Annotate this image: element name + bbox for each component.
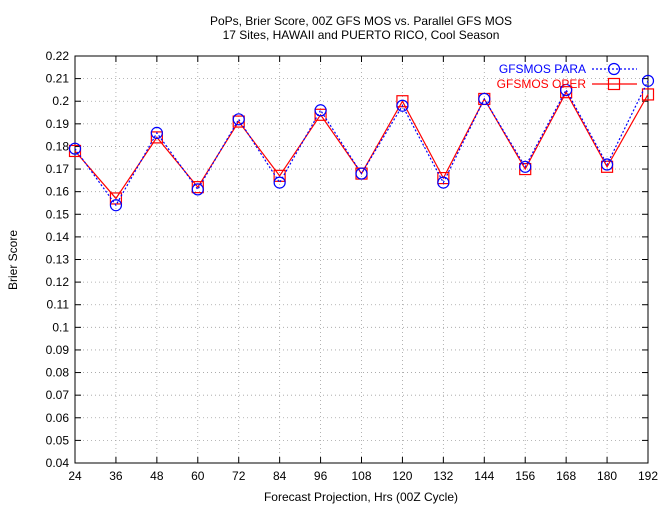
data-point-circle (150, 126, 163, 139)
y-tick-label: 0.21 (46, 72, 70, 86)
data-point-circle (396, 99, 409, 112)
tick-labels: 0.04 0.05 0.06 0.07 0.08 0.09 0.1 0.11 0.12 0.13 0… (46, 49, 659, 483)
y-tick-label: 0.13 (46, 253, 70, 267)
chart-subtitle: 17 Sites, HAWAII and PUERTO RICO, Cool S… (223, 28, 500, 42)
data-point-circle (314, 104, 327, 117)
data-point-circle (109, 199, 123, 212)
legend-marker-square (607, 77, 621, 91)
x-tick-label: 84 (273, 469, 287, 483)
x-tick-label: 144 (474, 469, 494, 483)
y-tick-label: 0.17 (46, 162, 70, 176)
y-tick-label: 0.05 (46, 433, 70, 447)
y-tick-label: 0.1 (52, 320, 69, 334)
y-tick-label: 0.14 (46, 230, 70, 244)
y-axis-label: Brier Score (6, 230, 20, 290)
y-tick-label: 0.22 (46, 49, 70, 63)
data-point-circle (232, 113, 245, 126)
data-point-circle (641, 74, 655, 87)
plot-border (74, 55, 649, 464)
y-tick-label: 0.11 (47, 298, 70, 312)
legend-label: GFSMOS OPER (497, 77, 587, 91)
x-tick-label: 180 (597, 469, 617, 483)
y-tick-label: 0.19 (46, 117, 70, 131)
y-tick-label: 0.04 (46, 456, 70, 470)
x-tick-label: 96 (314, 469, 328, 483)
y-tick-label: 0.16 (46, 185, 70, 199)
x-tick-label: 36 (109, 469, 123, 483)
y-tick-label: 0.08 (46, 366, 70, 380)
data-point-circle (68, 142, 82, 155)
data-point-circle (600, 158, 614, 171)
x-tick-label: 120 (392, 469, 412, 483)
chart-title: PoPs, Brier Score, 00Z GFS MOS vs. Paral… (210, 14, 512, 28)
series-line (74, 80, 649, 207)
data-point-circle (355, 167, 368, 180)
x-tick-label: 48 (150, 469, 164, 483)
data-point-circle (478, 92, 491, 106)
y-tick-label: 0.12 (46, 275, 70, 289)
data-point-circle (191, 183, 204, 196)
data-point-circle (519, 160, 532, 173)
y-tick-label: 0.2 (52, 94, 69, 108)
x-tick-label: 156 (515, 469, 535, 483)
legend-marker-circle (607, 62, 621, 76)
series-group (68, 74, 655, 212)
data-point-square (641, 88, 655, 101)
x-tick-label: 192 (638, 469, 658, 483)
data-point-circle (437, 176, 450, 189)
x-tick-label: 168 (556, 469, 576, 483)
data-point-circle (273, 176, 286, 189)
data-point-circle (560, 83, 573, 97)
x-tick-label: 60 (191, 469, 205, 483)
x-tick-label: 72 (232, 469, 246, 483)
gridlines (74, 55, 649, 464)
y-tick-label: 0.15 (46, 207, 70, 221)
series-para (68, 74, 655, 212)
x-tick-label: 108 (351, 469, 371, 483)
y-tick-label: 0.09 (46, 343, 70, 357)
legend-label: GFSMOS PARA (499, 62, 586, 76)
y-tick-label: 0.06 (46, 411, 70, 425)
x-tick-label: 132 (433, 469, 453, 483)
plot-frame (74, 55, 649, 464)
x-axis-label: Forecast Projection, Hrs (00Z Cycle) (264, 490, 458, 504)
y-tick-label: 0.07 (46, 388, 70, 402)
y-tick-label: 0.18 (46, 139, 70, 153)
x-tick-label: 24 (68, 469, 82, 483)
data-point-square (273, 169, 286, 182)
data-point-square (314, 108, 327, 121)
